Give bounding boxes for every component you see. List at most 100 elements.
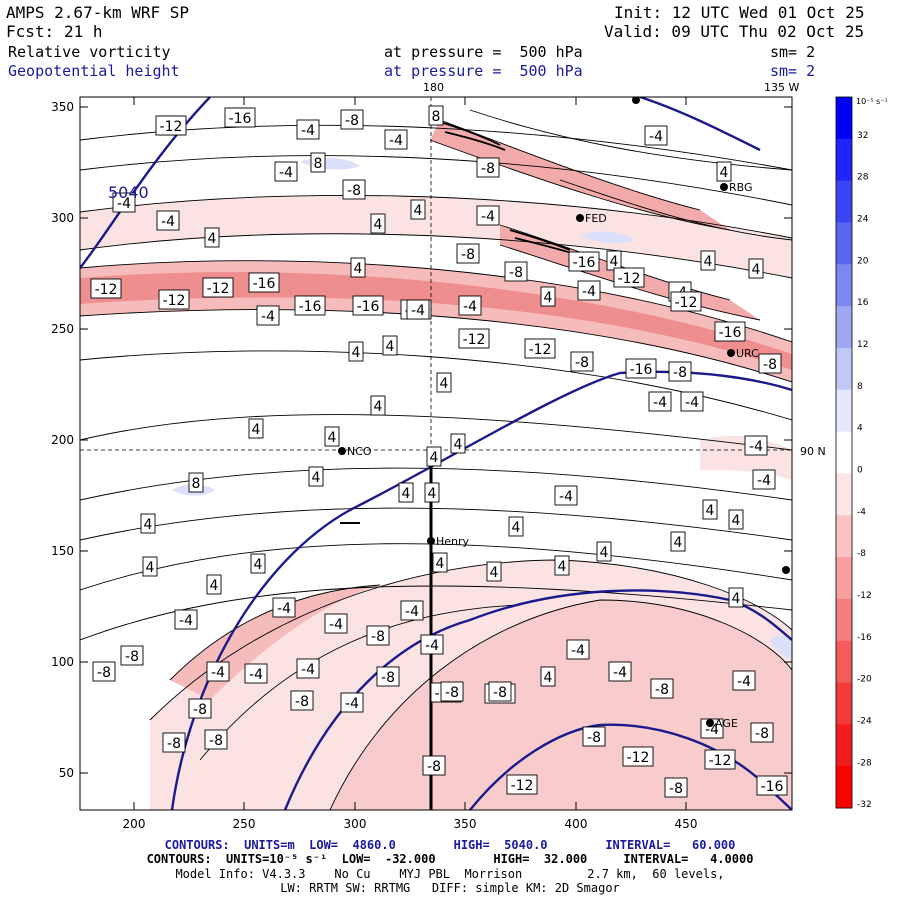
vorticity-label: 4 <box>206 574 222 595</box>
station-nco: NCO <box>338 445 372 458</box>
y-axis: 350 300 250 200 150 100 50 <box>51 100 792 780</box>
colorbar-segment <box>836 264 852 307</box>
vorticity-label: -4 <box>272 597 296 618</box>
svg-text:4: 4 <box>252 422 261 438</box>
vorticity-label: 4 <box>596 541 612 562</box>
svg-text:-8: -8 <box>445 685 459 701</box>
vorticity-label: -8 <box>92 661 116 682</box>
svg-text:-8: -8 <box>125 649 139 665</box>
svg-text:4: 4 <box>720 165 729 181</box>
colorbar-label: 8 <box>857 382 863 392</box>
svg-text:-12: -12 <box>163 293 186 309</box>
vorticity-label: 8 <box>310 152 326 173</box>
vorticity-label: 8 <box>188 472 204 493</box>
vorticity-label: -4 <box>644 125 668 146</box>
y-tick-label: 200 <box>51 433 74 447</box>
map-plot: -4-4-4-8-488-4-4-8-4-8-4444-4-8-8444444-… <box>51 81 888 831</box>
vorticity-label: -4 <box>156 210 180 231</box>
colorbar-segment <box>836 557 852 600</box>
colorbar-segment <box>836 682 852 725</box>
svg-text:-4: -4 <box>261 309 275 325</box>
svg-text:-12: -12 <box>95 282 118 298</box>
colorbar-label: 16 <box>857 298 869 308</box>
svg-text:-4: -4 <box>582 284 596 300</box>
lat-90n-label: 90 N <box>800 445 826 458</box>
svg-text:-4: -4 <box>749 439 763 455</box>
svg-text:-12: -12 <box>529 342 552 358</box>
vorticity-label: -8 <box>366 625 390 646</box>
vorticity-label: 4 <box>450 433 466 454</box>
svg-text:-8: -8 <box>587 730 601 746</box>
vorticity-label: -8 <box>422 755 446 776</box>
vorticity-label: -4 <box>324 613 348 634</box>
vorticity-label: -12 <box>202 277 234 298</box>
svg-text:-8: -8 <box>167 736 181 752</box>
svg-text:-4: -4 <box>653 395 667 411</box>
svg-text:-4: -4 <box>463 299 477 315</box>
svg-text:-12: -12 <box>511 778 534 794</box>
colorbar-segment <box>836 138 852 182</box>
colorbar-segment <box>836 97 852 140</box>
vorticity-label: -8 <box>570 351 594 372</box>
svg-text:-8: -8 <box>371 629 385 645</box>
vorticity-label: 4 <box>250 553 266 574</box>
svg-text:-16: -16 <box>761 779 784 795</box>
svg-text:-4: -4 <box>301 662 315 678</box>
vorticity-label: -12 <box>524 338 556 359</box>
svg-text:4: 4 <box>208 231 217 247</box>
colorbar-segment <box>836 180 852 223</box>
vorticity-label: -4 <box>608 661 632 682</box>
colorbar-frame <box>835 96 853 809</box>
svg-text:4: 4 <box>610 254 619 270</box>
vorticity-label: -12 <box>155 115 187 136</box>
vorticity-label: -8 <box>504 261 528 282</box>
vorticity-label: -8 <box>342 179 366 200</box>
svg-text:4: 4 <box>312 470 321 486</box>
vorticity-label: 4 <box>540 286 556 307</box>
vorticity-label: -8 <box>758 353 782 374</box>
svg-text:-16: -16 <box>573 255 596 271</box>
station-name: RBG <box>729 181 753 194</box>
vorticity-label: -8 <box>582 726 606 747</box>
x-axis: 200 250 300 350 400 450 <box>123 97 697 831</box>
model-info: Model Info: V4.3.3 No Cu MYJ PBL Morriso… <box>175 867 725 881</box>
vorticity-label: -4 <box>732 670 756 691</box>
svg-text:-12: -12 <box>627 750 650 766</box>
svg-text:4: 4 <box>254 557 263 573</box>
svg-text:4: 4 <box>436 556 445 572</box>
vorticity-label: -12 <box>622 746 654 767</box>
svg-text:-4: -4 <box>757 473 771 489</box>
height-contour-info: CONTOURS: UNITS=m LOW= 4860.0 HIGH= 5040… <box>164 838 736 852</box>
station-name: FED <box>585 212 607 225</box>
svg-text:4: 4 <box>732 591 741 607</box>
svg-text:4: 4 <box>558 559 567 575</box>
meridian-135w-label: 135 W <box>764 81 799 94</box>
svg-text:-4: -4 <box>559 489 573 505</box>
station-marker <box>706 719 714 727</box>
vorticity-label: 4 <box>728 587 744 608</box>
station-fed: FED <box>576 212 607 225</box>
svg-text:-4: -4 <box>301 123 315 139</box>
vorticity-label: -8 <box>120 645 144 666</box>
vorticity-label: -8 <box>162 732 186 753</box>
field2-level: at pressure = 500 hPa <box>384 62 583 80</box>
colorbar-unit: 10⁻⁵ s⁻¹ <box>856 97 888 106</box>
station-henry: Henry <box>427 535 470 548</box>
colorbar-segment <box>836 306 852 349</box>
colorbar-label: -16 <box>857 633 872 643</box>
vorticity-label: 4 <box>370 395 386 416</box>
vorticity-label: 8 <box>428 105 444 126</box>
station-name: AGE <box>715 717 738 730</box>
colorbar-segment <box>836 473 852 516</box>
colorbar-label: 20 <box>857 256 869 266</box>
svg-text:4: 4 <box>430 450 439 466</box>
svg-text:-4: -4 <box>649 129 663 145</box>
svg-text:4: 4 <box>354 261 363 277</box>
vorticity-label: 4 <box>142 556 158 577</box>
vorticity-label: 4 <box>308 466 324 487</box>
vorticity-label: -4 <box>566 639 590 660</box>
svg-text:-4: -4 <box>211 665 225 681</box>
colorbar-label: -28 <box>857 758 872 768</box>
vorticity-label: 4 <box>670 531 686 552</box>
vorticity-label: 4 <box>370 213 386 234</box>
